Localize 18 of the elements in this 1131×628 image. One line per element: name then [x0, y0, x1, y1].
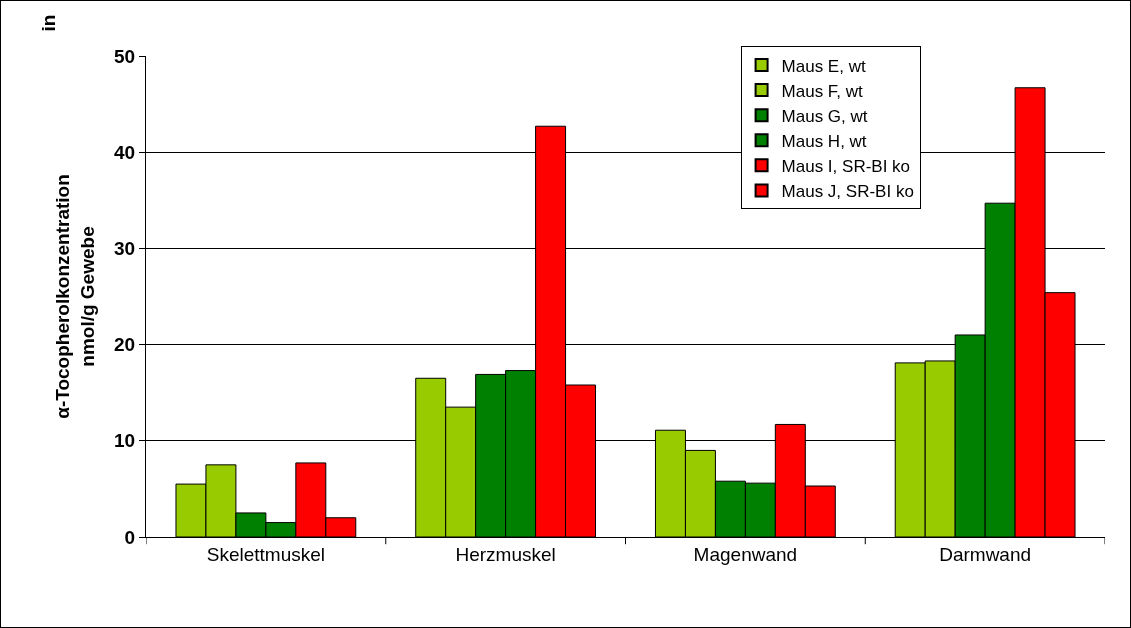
x-tick-label: Skelettmuskel — [206, 543, 326, 565]
x-tick-label: Herzmuskel — [455, 543, 556, 565]
x-tick-label: Magenwand — [693, 543, 798, 565]
legend-label: Maus H, wt — [781, 131, 867, 151]
y-tick-label: 50 — [114, 45, 136, 67]
legend-label: Maus G, wt — [781, 106, 868, 126]
legend-label: Maus F, wt — [781, 81, 864, 101]
y-tick-label: 30 — [114, 238, 136, 260]
text: in — [38, 14, 60, 32]
legend-label: Maus I, SR-BI ko — [781, 156, 911, 176]
y-tick-label: 0 — [124, 526, 136, 548]
y-tick-label: 40 — [114, 141, 136, 163]
y-tick-label: 20 — [114, 334, 136, 356]
x-tick-label: Darmwand — [939, 543, 1032, 565]
y-axis-title: α-Tocopherolkonzentration nmol/g Gewebe — [52, 174, 98, 419]
legend-label: Maus J, SR-BI ko — [781, 182, 914, 202]
legend-label: Maus E, wt — [781, 56, 866, 76]
y-tick-label: 10 — [114, 430, 136, 452]
